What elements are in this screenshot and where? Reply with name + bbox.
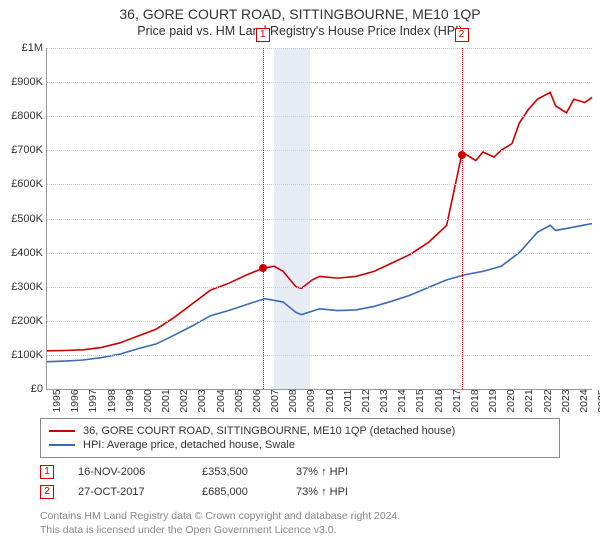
- sale-row: 2 27-OCT-2017 £685,000 73% ↑ HPI: [40, 482, 560, 502]
- gridline-h: [47, 253, 592, 254]
- x-axis-label: 2003: [192, 389, 208, 412]
- y-axis-label: £1M: [22, 42, 47, 54]
- x-axis-label: 2017: [447, 389, 463, 412]
- x-axis-label: 2025: [592, 389, 600, 412]
- chart-title: 36, GORE COURT ROAD, SITTINGBOURNE, ME10…: [0, 0, 600, 22]
- gridline-h: [47, 150, 592, 151]
- x-axis-label: 2007: [265, 389, 281, 412]
- y-axis-label: £700K: [11, 144, 47, 156]
- x-axis-label: 2006: [247, 389, 263, 412]
- y-axis-label: £200K: [11, 315, 47, 327]
- legend-box: 36, GORE COURT ROAD, SITTINGBOURNE, ME10…: [40, 418, 560, 458]
- y-axis-label: £100K: [11, 349, 47, 361]
- sale-row-badge: 2: [40, 485, 54, 499]
- legend-label: 36, GORE COURT ROAD, SITTINGBOURNE, ME10…: [83, 425, 455, 437]
- gridline-h: [47, 219, 592, 220]
- legend-swatch: [49, 430, 75, 432]
- x-axis-label: 2024: [574, 389, 590, 412]
- x-axis-label: 2012: [356, 389, 372, 412]
- x-axis-label: 2004: [211, 389, 227, 412]
- chart-area: £0 £100K £200K £300K £400K £500K £600K £700K £80…: [0, 42, 600, 412]
- gridline-h: [47, 321, 592, 322]
- y-axis-label: £0: [31, 383, 47, 395]
- legend-row: 36, GORE COURT ROAD, SITTINGBOURNE, ME10…: [49, 424, 551, 438]
- x-axis-label: 2002: [174, 389, 190, 412]
- sale-marker-badge: 1: [256, 28, 270, 42]
- x-axis-label: 2022: [538, 389, 554, 412]
- gridline-h: [47, 184, 592, 185]
- x-axis-label: 2008: [283, 389, 299, 412]
- x-axis-label: 2020: [501, 389, 517, 412]
- y-axis-label: £600K: [11, 178, 47, 190]
- gridline-h: [47, 287, 592, 288]
- legend-row: HPI: Average price, detached house, Swal…: [49, 438, 551, 452]
- plot-region: £0£100K£200K£300K£400K£500K£600K£700K£80…: [46, 48, 592, 390]
- x-axis-label: 2014: [392, 389, 408, 412]
- y-axis-label: £400K: [11, 247, 47, 259]
- x-axis-label: 2013: [374, 389, 390, 412]
- x-axis-label: 2000: [138, 389, 154, 412]
- x-axis-label: 2009: [301, 389, 317, 412]
- sale-row-date: 16-NOV-2006: [78, 466, 178, 478]
- sale-row-price: £353,500: [202, 466, 272, 478]
- sale-marker-dot: [458, 151, 466, 159]
- x-axis-label: 2018: [465, 389, 481, 412]
- sale-row-pct: 37% ↑ HPI: [296, 466, 376, 478]
- series-line: [47, 224, 592, 362]
- x-axis-label: 2015: [410, 389, 426, 412]
- footer-line-2: This data is licensed under the Open Gov…: [40, 524, 560, 538]
- footer-attribution: Contains HM Land Registry data © Crown c…: [40, 510, 560, 537]
- sale-row-price: £685,000: [202, 486, 272, 498]
- x-axis-label: 2021: [519, 389, 535, 412]
- sale-marker-line: [462, 48, 463, 389]
- gridline-h: [47, 355, 592, 356]
- x-axis-label: 1996: [65, 389, 81, 412]
- x-axis-label: 1995: [47, 389, 63, 412]
- series-line: [47, 92, 592, 350]
- gridline-h: [47, 48, 592, 49]
- x-axis-label: 1998: [102, 389, 118, 412]
- sale-row: 1 16-NOV-2006 £353,500 37% ↑ HPI: [40, 462, 560, 482]
- x-axis-label: 2016: [429, 389, 445, 412]
- sales-table: 1 16-NOV-2006 £353,500 37% ↑ HPI 2 27-OCT-201…: [40, 462, 560, 502]
- x-axis-label: 2019: [483, 389, 499, 412]
- y-axis-label: £800K: [11, 110, 47, 122]
- x-axis-label: 2023: [556, 389, 572, 412]
- x-axis-label: 1997: [83, 389, 99, 412]
- chart-subtitle: Price paid vs. HM Land Registry's House …: [0, 22, 600, 42]
- sale-row-date: 27-OCT-2017: [78, 486, 178, 498]
- y-axis-label: £300K: [11, 281, 47, 293]
- footer-line-1: Contains HM Land Registry data © Crown c…: [40, 510, 560, 524]
- y-axis-label: £900K: [11, 76, 47, 88]
- sale-marker-dot: [259, 264, 267, 272]
- x-axis-label: 2005: [229, 389, 245, 412]
- sale-row-pct: 73% ↑ HPI: [296, 486, 376, 498]
- sale-row-badge: 1: [40, 465, 54, 479]
- y-axis-label: £500K: [11, 213, 47, 225]
- x-axis-label: 1999: [120, 389, 136, 412]
- sale-marker-line: [263, 48, 264, 389]
- x-axis-label: 2001: [156, 389, 172, 412]
- x-axis-label: 2011: [338, 390, 354, 413]
- legend-swatch: [49, 444, 75, 446]
- gridline-h: [47, 82, 592, 83]
- gridline-h: [47, 116, 592, 117]
- x-axis-label: 2010: [320, 389, 336, 412]
- sale-marker-badge: 2: [455, 28, 469, 42]
- legend-label: HPI: Average price, detached house, Swal…: [83, 439, 295, 451]
